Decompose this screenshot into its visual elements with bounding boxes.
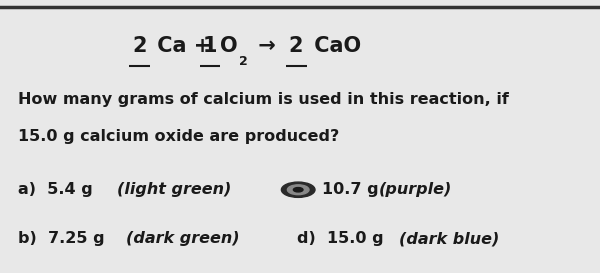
Text: How many grams of calcium is used in this reaction, if: How many grams of calcium is used in thi… bbox=[18, 92, 509, 107]
Text: a)  5.4 g: a) 5.4 g bbox=[18, 182, 93, 197]
Text: b)  7.25 g: b) 7.25 g bbox=[18, 232, 104, 246]
Text: d)  15.0 g: d) 15.0 g bbox=[297, 232, 383, 246]
Text: 15.0 g calcium oxide are produced?: 15.0 g calcium oxide are produced? bbox=[18, 129, 339, 144]
Text: 10.7 g: 10.7 g bbox=[322, 182, 379, 197]
Circle shape bbox=[281, 182, 315, 197]
Circle shape bbox=[287, 185, 309, 195]
Text: 2: 2 bbox=[239, 55, 248, 68]
Circle shape bbox=[293, 188, 303, 192]
Text: 1: 1 bbox=[203, 36, 217, 57]
Text: CaO: CaO bbox=[307, 36, 361, 57]
Text: O: O bbox=[220, 36, 237, 57]
Text: (light green): (light green) bbox=[117, 182, 232, 197]
Text: Ca +: Ca + bbox=[150, 36, 218, 57]
Text: (dark blue): (dark blue) bbox=[399, 232, 499, 246]
Text: →: → bbox=[251, 36, 283, 57]
Text: (purple): (purple) bbox=[379, 182, 452, 197]
Text: 2: 2 bbox=[289, 36, 303, 57]
Text: 2: 2 bbox=[132, 36, 146, 57]
Text: (dark green): (dark green) bbox=[126, 232, 239, 246]
